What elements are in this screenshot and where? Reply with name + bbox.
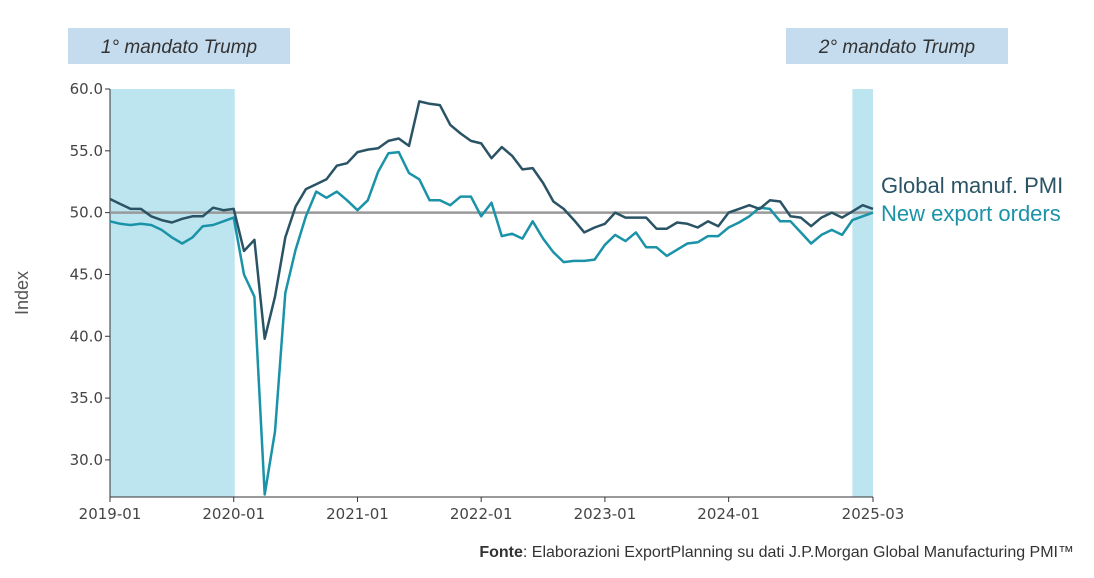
- x-tick-label: 2025-03: [842, 505, 905, 523]
- legend: Global manuf. PMI New export orders: [881, 173, 1063, 226]
- y-tick-label: 50.0: [70, 204, 103, 222]
- source-text: : Elaborazioni ExportPlanning su dati J.…: [522, 544, 1074, 561]
- source-note: Fonte: Elaborazioni ExportPlanning su da…: [479, 544, 1074, 562]
- x-tick-label: 2020-01: [202, 505, 265, 523]
- banner-period-1: [68, 28, 290, 64]
- series-line-new-export-orders: [109, 150, 874, 496]
- x-ticks: 2019-01 2020-01 2021-01 2022-01 2023-01 2024-…: [79, 497, 905, 523]
- shade-period-1: [110, 89, 235, 497]
- y-ticks: 60.0 55.0 50.0 45.0 40.0 35.0 30.0: [70, 80, 110, 469]
- y-tick-label: 60.0: [70, 80, 103, 98]
- banner-label-1: 1° mandato Trump: [101, 37, 257, 58]
- series-line-global-manuf-pmi: [109, 100, 874, 340]
- x-tick-label: 2019-01: [79, 505, 142, 523]
- y-tick-label: 35.0: [70, 389, 103, 407]
- source-label: Fonte: [479, 544, 523, 561]
- axes: [109, 89, 873, 498]
- banner-period-2: [786, 28, 1008, 64]
- x-tick-label: 2022-01: [450, 505, 513, 523]
- series-lines: [109, 100, 874, 496]
- legend-entry: New export orders: [881, 201, 1061, 226]
- legend-entry: Global manuf. PMI: [881, 173, 1063, 198]
- y-tick-label: 40.0: [70, 327, 103, 345]
- period-banners: 1° mandato Trump 2° mandato Trump: [68, 28, 1008, 64]
- y-tick-label: 45.0: [70, 265, 103, 283]
- y-tick-label: 30.0: [70, 451, 103, 469]
- y-tick-label: 55.0: [70, 142, 103, 160]
- shaded-periods: [110, 89, 873, 497]
- x-tick-label: 2023-01: [574, 505, 637, 523]
- x-tick-label: 2021-01: [326, 505, 389, 523]
- y-axis-title: Index: [12, 271, 32, 315]
- shade-period-2: [852, 89, 873, 497]
- banner-label-2: 2° mandato Trump: [818, 37, 975, 58]
- x-tick-label: 2024-01: [697, 505, 760, 523]
